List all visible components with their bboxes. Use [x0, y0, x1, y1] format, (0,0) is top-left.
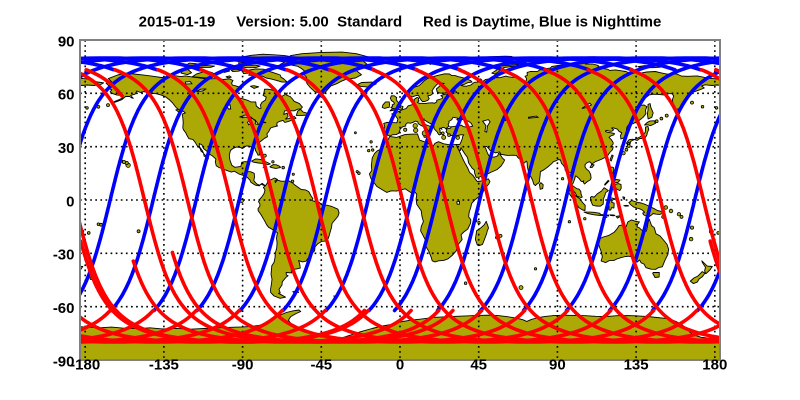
svg-text:90: 90 — [58, 33, 75, 50]
svg-text:180: 180 — [702, 357, 727, 374]
svg-text:90: 90 — [549, 357, 566, 374]
svg-text:0: 0 — [396, 357, 404, 374]
svg-text:-135: -135 — [149, 357, 179, 374]
svg-text:30: 30 — [58, 140, 75, 157]
svg-text:2015-01-19 Version: 5.00: 2015-01-19 Version: 5.00 Standard Red is… — [139, 14, 662, 31]
svg-text:60: 60 — [58, 87, 75, 104]
svg-text:-45: -45 — [310, 357, 332, 374]
svg-text:-90: -90 — [53, 353, 75, 370]
svg-text:-180: -180 — [70, 357, 100, 374]
svg-text:135: 135 — [624, 357, 649, 374]
svg-text:-90: -90 — [232, 357, 254, 374]
svg-text:45: 45 — [470, 357, 487, 374]
svg-text:0: 0 — [66, 193, 74, 210]
svg-text:-60: -60 — [53, 300, 75, 317]
svg-text:-30: -30 — [53, 247, 75, 264]
